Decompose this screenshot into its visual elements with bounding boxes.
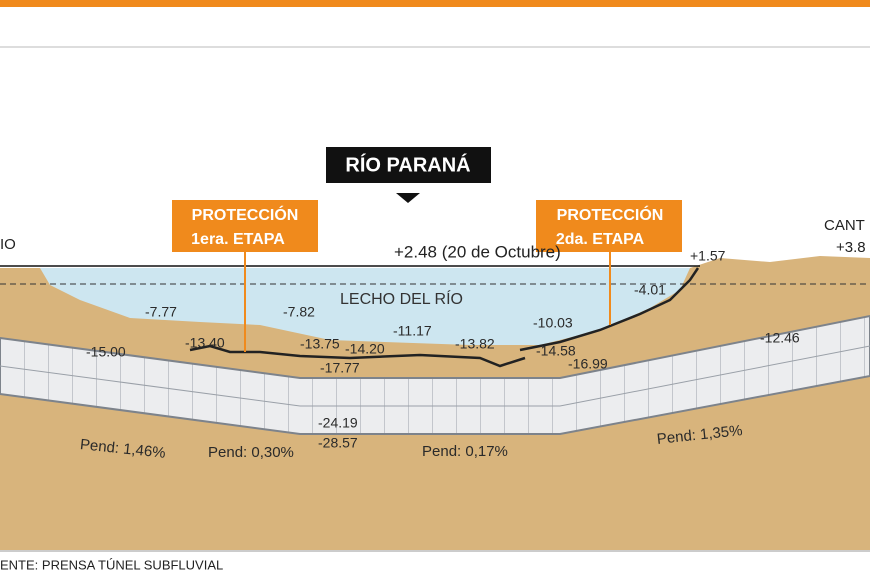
elevation: -17.77 (320, 360, 360, 376)
callout-text: PROTECCIÓN (192, 205, 299, 224)
elevation: -12.46 (760, 330, 800, 346)
slope: Pend: 0,17% (422, 443, 508, 460)
tunnel (0, 314, 870, 435)
callout-text: 1era. ETAPA (191, 231, 285, 248)
title-box (326, 147, 491, 183)
elevation: +1.57 (690, 248, 726, 264)
callout-box (536, 200, 682, 252)
elevation: -11.17 (393, 323, 432, 339)
elevation: -7.77 (145, 304, 177, 320)
elevation: -14.20 (345, 341, 385, 357)
edge-label: CANT (824, 217, 865, 234)
protection-1 (189, 344, 526, 368)
elevation: -16.99 (568, 356, 608, 372)
elevation: -10.03 (533, 315, 573, 331)
slope: Pend: 0,30% (208, 444, 294, 461)
title-arrow (396, 193, 420, 203)
river-water (40, 268, 690, 345)
elevation: -13.40 (185, 335, 225, 351)
elevation: -13.82 (455, 336, 495, 352)
elevation: -15.00 (86, 344, 126, 360)
protection-2 (519, 267, 700, 352)
river-bed-label: LECHO DEL RÍO (340, 289, 463, 308)
water-level: +2.48 (20 de Octubre) (394, 242, 561, 261)
elevation: -24.19 (318, 415, 358, 431)
callout-box (172, 200, 318, 252)
tunnel-axis (0, 345, 870, 407)
elevation: -7.82 (283, 304, 315, 320)
elevation: -28.57 (318, 435, 358, 451)
elevation: -14.58 (536, 343, 576, 359)
top-bar (0, 0, 870, 7)
callout-text: 2da. ETAPA (556, 231, 645, 248)
edge-label: +3.8 (836, 239, 866, 256)
callout-text: PROTECCIÓN (557, 205, 664, 224)
elevation: -13.75 (300, 336, 340, 352)
elevation: -4.01 (634, 282, 666, 298)
source: ENTE: PRENSA TÚNEL SUBFLUVIAL (0, 557, 223, 572)
title: RÍO PARANÁ (345, 153, 470, 176)
edge-label: IO (0, 236, 16, 253)
